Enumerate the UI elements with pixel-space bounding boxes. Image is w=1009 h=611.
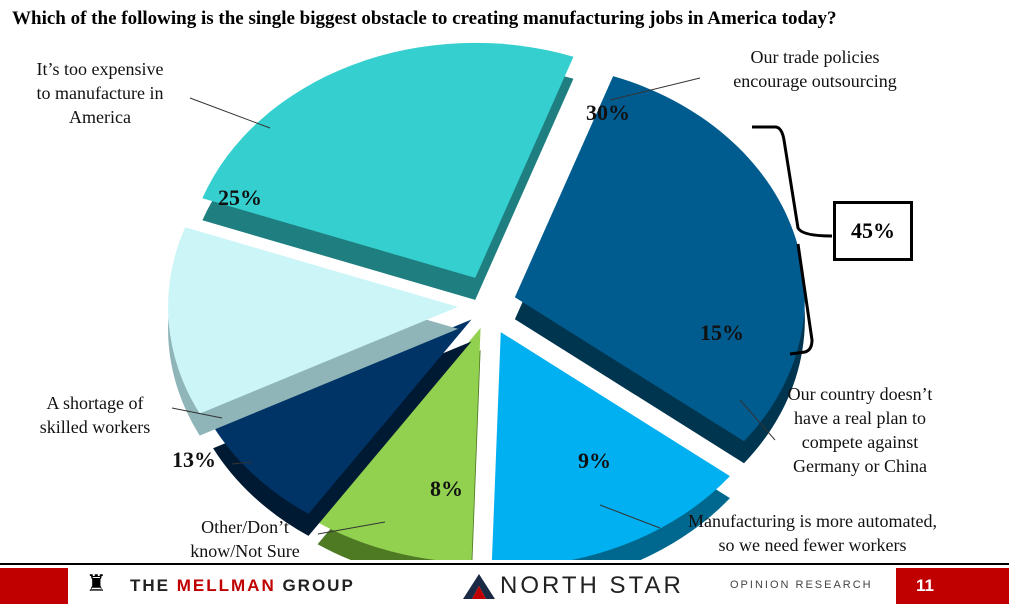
label-plan-line1: Our country doesn’t: [787, 384, 933, 404]
pie-slice-automated: [317, 327, 481, 560]
bracket: [752, 125, 833, 356]
label-expensive-line1: It’s too expensive: [36, 59, 164, 79]
pie-slice-top-expensive: [202, 42, 574, 278]
data-label-plan: 15%: [700, 320, 744, 345]
data-label-trade: 30%: [586, 100, 630, 125]
chart-title: Which of the following is the single big…: [12, 8, 837, 29]
pie-slice-other: [213, 319, 472, 536]
label-trade: Our trade policies encourage outsourcing: [705, 45, 925, 93]
mellman-name: MELLMAN: [176, 576, 276, 595]
leader-expensive: [189, 97, 271, 129]
bracket-total-box: 45%: [833, 201, 913, 261]
label-plan-line4: Germany or China: [793, 456, 927, 476]
pie-slice-plan: [491, 332, 730, 560]
north-star-logo: NORTH STAR: [500, 572, 684, 599]
label-automated: Manufacturing is more automated, so we n…: [650, 509, 975, 557]
pie-slice-expensive: [202, 42, 574, 300]
label-expensive: It’s too expensive to manufacture in Ame…: [5, 57, 195, 129]
label-shortage-line2: skilled workers: [39, 417, 151, 437]
leader-shortage-pct: [231, 461, 253, 465]
data-label-shortage: 13%: [172, 447, 216, 472]
north-star-icon: [463, 574, 495, 599]
label-trade-line1: Our trade policies: [750, 47, 880, 67]
footer-red-left: [0, 568, 68, 604]
label-automated-line2: so we need fewer workers: [718, 535, 907, 555]
data-label-other: 8%: [430, 476, 463, 501]
footer-divider: [0, 563, 1009, 565]
pie-slice-trade: [514, 76, 805, 464]
label-expensive-line3: America: [69, 107, 131, 127]
label-trade-line2: encourage outsourcing: [733, 71, 897, 91]
leader-other: [317, 521, 386, 535]
label-shortage: A shortage of skilled workers: [15, 391, 175, 439]
label-expensive-line2: to manufacture in: [36, 83, 164, 103]
data-label-automated: 9%: [578, 448, 611, 473]
pie-chart: [168, 42, 833, 560]
pie-slice-top-other: [213, 319, 472, 514]
footer-red-right: [896, 568, 1009, 604]
pie-slice-shortage: [168, 227, 459, 436]
mellman-group: GROUP: [282, 576, 355, 595]
label-shortage-line1: A shortage of: [46, 393, 144, 413]
label-plan: Our country doesn’t have a real plan to …: [770, 382, 950, 478]
data-label-expensive: 25%: [218, 185, 262, 210]
leader-trade: [609, 77, 701, 101]
north-star-subtitle: OPINION RESEARCH: [730, 579, 873, 591]
leader-plan: [739, 399, 776, 441]
footer-bar: ♜ THE MELLMAN GROUP NORTH STAR OPINION R…: [0, 560, 1009, 611]
label-other: Other/Don’t know/Not Sure: [160, 515, 330, 563]
page-number: 11: [916, 576, 934, 595]
label-other-line1: Other/Don’t: [201, 517, 289, 537]
leader-automated: [599, 504, 661, 529]
pie-slice-top-trade: [514, 76, 805, 442]
label-plan-line2: have a real plan to: [794, 408, 926, 428]
label-other-line2: know/Not Sure: [190, 541, 300, 561]
mellman-logo: THE MELLMAN GROUP: [130, 576, 355, 596]
mellman-the: THE: [130, 576, 170, 595]
label-plan-line3: compete against: [801, 432, 919, 452]
pie-slice-top-shortage: [168, 227, 459, 414]
label-automated-line1: Manufacturing is more automated,: [688, 511, 937, 531]
pie-slice-top-automated: [317, 327, 481, 560]
mellman-chess-icon: ♜: [86, 570, 107, 596]
pie-slice-top-plan: [491, 332, 730, 560]
leader-shortage: [171, 407, 223, 419]
